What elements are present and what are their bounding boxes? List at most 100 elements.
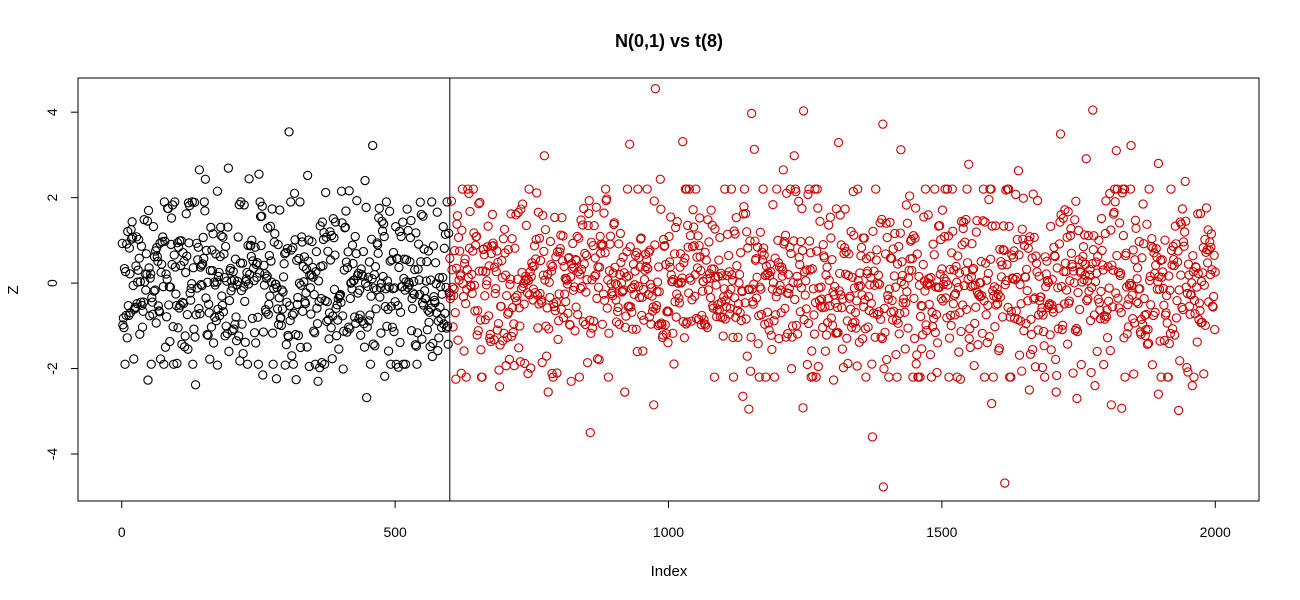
data-point	[120, 267, 131, 277]
data-point	[1042, 256, 1052, 266]
data-point	[419, 244, 429, 254]
data-point	[964, 159, 974, 169]
data-point	[540, 224, 551, 235]
data-point	[1194, 315, 1204, 325]
data-point	[317, 357, 327, 368]
data-point	[1088, 105, 1098, 115]
data-point	[474, 266, 484, 276]
data-point	[188, 359, 198, 369]
data-point	[289, 308, 299, 318]
data-point	[1092, 346, 1102, 357]
data-point	[588, 316, 599, 326]
data-point	[510, 243, 520, 253]
data-point	[871, 255, 881, 265]
data-point	[539, 246, 549, 257]
data-point	[161, 312, 172, 322]
data-point	[901, 200, 911, 210]
data-point	[1157, 272, 1167, 283]
data-point	[297, 237, 307, 247]
data-point	[717, 271, 727, 281]
data-point	[967, 239, 977, 249]
data-point	[844, 249, 854, 259]
data-point	[477, 266, 488, 276]
data-point	[947, 184, 957, 194]
data-point	[1117, 403, 1127, 413]
data-point	[227, 325, 237, 336]
data-point	[1032, 195, 1043, 206]
data-point	[771, 310, 781, 320]
data-point	[804, 236, 815, 246]
data-point	[790, 294, 800, 305]
data-point	[751, 293, 762, 303]
data-point	[912, 350, 922, 360]
data-point	[331, 331, 342, 341]
data-point	[894, 329, 904, 339]
data-point	[732, 305, 743, 316]
data-point	[183, 344, 193, 354]
data-point	[1075, 304, 1085, 315]
data-point	[1138, 199, 1148, 209]
data-point	[914, 271, 924, 282]
data-point	[1090, 380, 1100, 391]
data-point	[418, 211, 428, 221]
data-point	[494, 381, 505, 392]
data-point	[611, 317, 622, 327]
data-point	[181, 209, 191, 219]
data-point	[184, 238, 194, 248]
data-point	[395, 307, 406, 317]
data-point	[529, 261, 539, 271]
data-point	[798, 403, 808, 413]
data-point	[563, 308, 573, 318]
data-point	[511, 210, 521, 220]
data-point	[728, 372, 739, 382]
data-point	[442, 197, 452, 207]
data-point	[778, 165, 788, 175]
data-point	[422, 325, 433, 335]
data-point	[473, 306, 483, 316]
data-point	[425, 341, 435, 352]
data-point	[295, 342, 306, 353]
data-point	[288, 359, 299, 369]
data-point	[614, 319, 624, 329]
data-point	[1025, 232, 1035, 242]
data-point	[593, 282, 604, 292]
data-point	[268, 359, 278, 369]
data-point	[361, 202, 371, 213]
data-point	[202, 329, 212, 340]
data-point	[1084, 270, 1095, 280]
data-point	[327, 230, 337, 241]
data-point	[1011, 306, 1021, 316]
data-point	[198, 259, 208, 269]
data-point	[489, 262, 500, 272]
data-point	[196, 260, 207, 270]
data-point	[1159, 335, 1170, 346]
normal-series-points	[117, 127, 454, 403]
data-point	[590, 253, 600, 263]
data-point	[695, 213, 705, 223]
data-point	[1197, 317, 1207, 327]
data-point	[320, 296, 330, 306]
data-point	[544, 324, 554, 334]
data-point	[797, 245, 808, 256]
data-point	[203, 330, 213, 340]
data-point	[299, 277, 309, 287]
data-point	[530, 254, 541, 264]
data-point	[626, 302, 636, 312]
data-point	[1172, 257, 1183, 267]
data-point	[663, 307, 674, 317]
data-point	[628, 259, 639, 269]
data-point	[349, 275, 359, 286]
data-point	[252, 258, 262, 268]
data-point	[913, 372, 924, 382]
data-point	[185, 295, 196, 305]
data-point	[910, 203, 921, 213]
data-point	[561, 296, 571, 307]
data-point	[762, 307, 773, 317]
data-point	[1179, 227, 1190, 237]
data-point	[1189, 295, 1200, 306]
data-point	[889, 271, 899, 281]
data-point	[649, 196, 659, 206]
data-point	[424, 307, 435, 317]
data-point	[1210, 324, 1220, 335]
data-point	[704, 237, 714, 247]
